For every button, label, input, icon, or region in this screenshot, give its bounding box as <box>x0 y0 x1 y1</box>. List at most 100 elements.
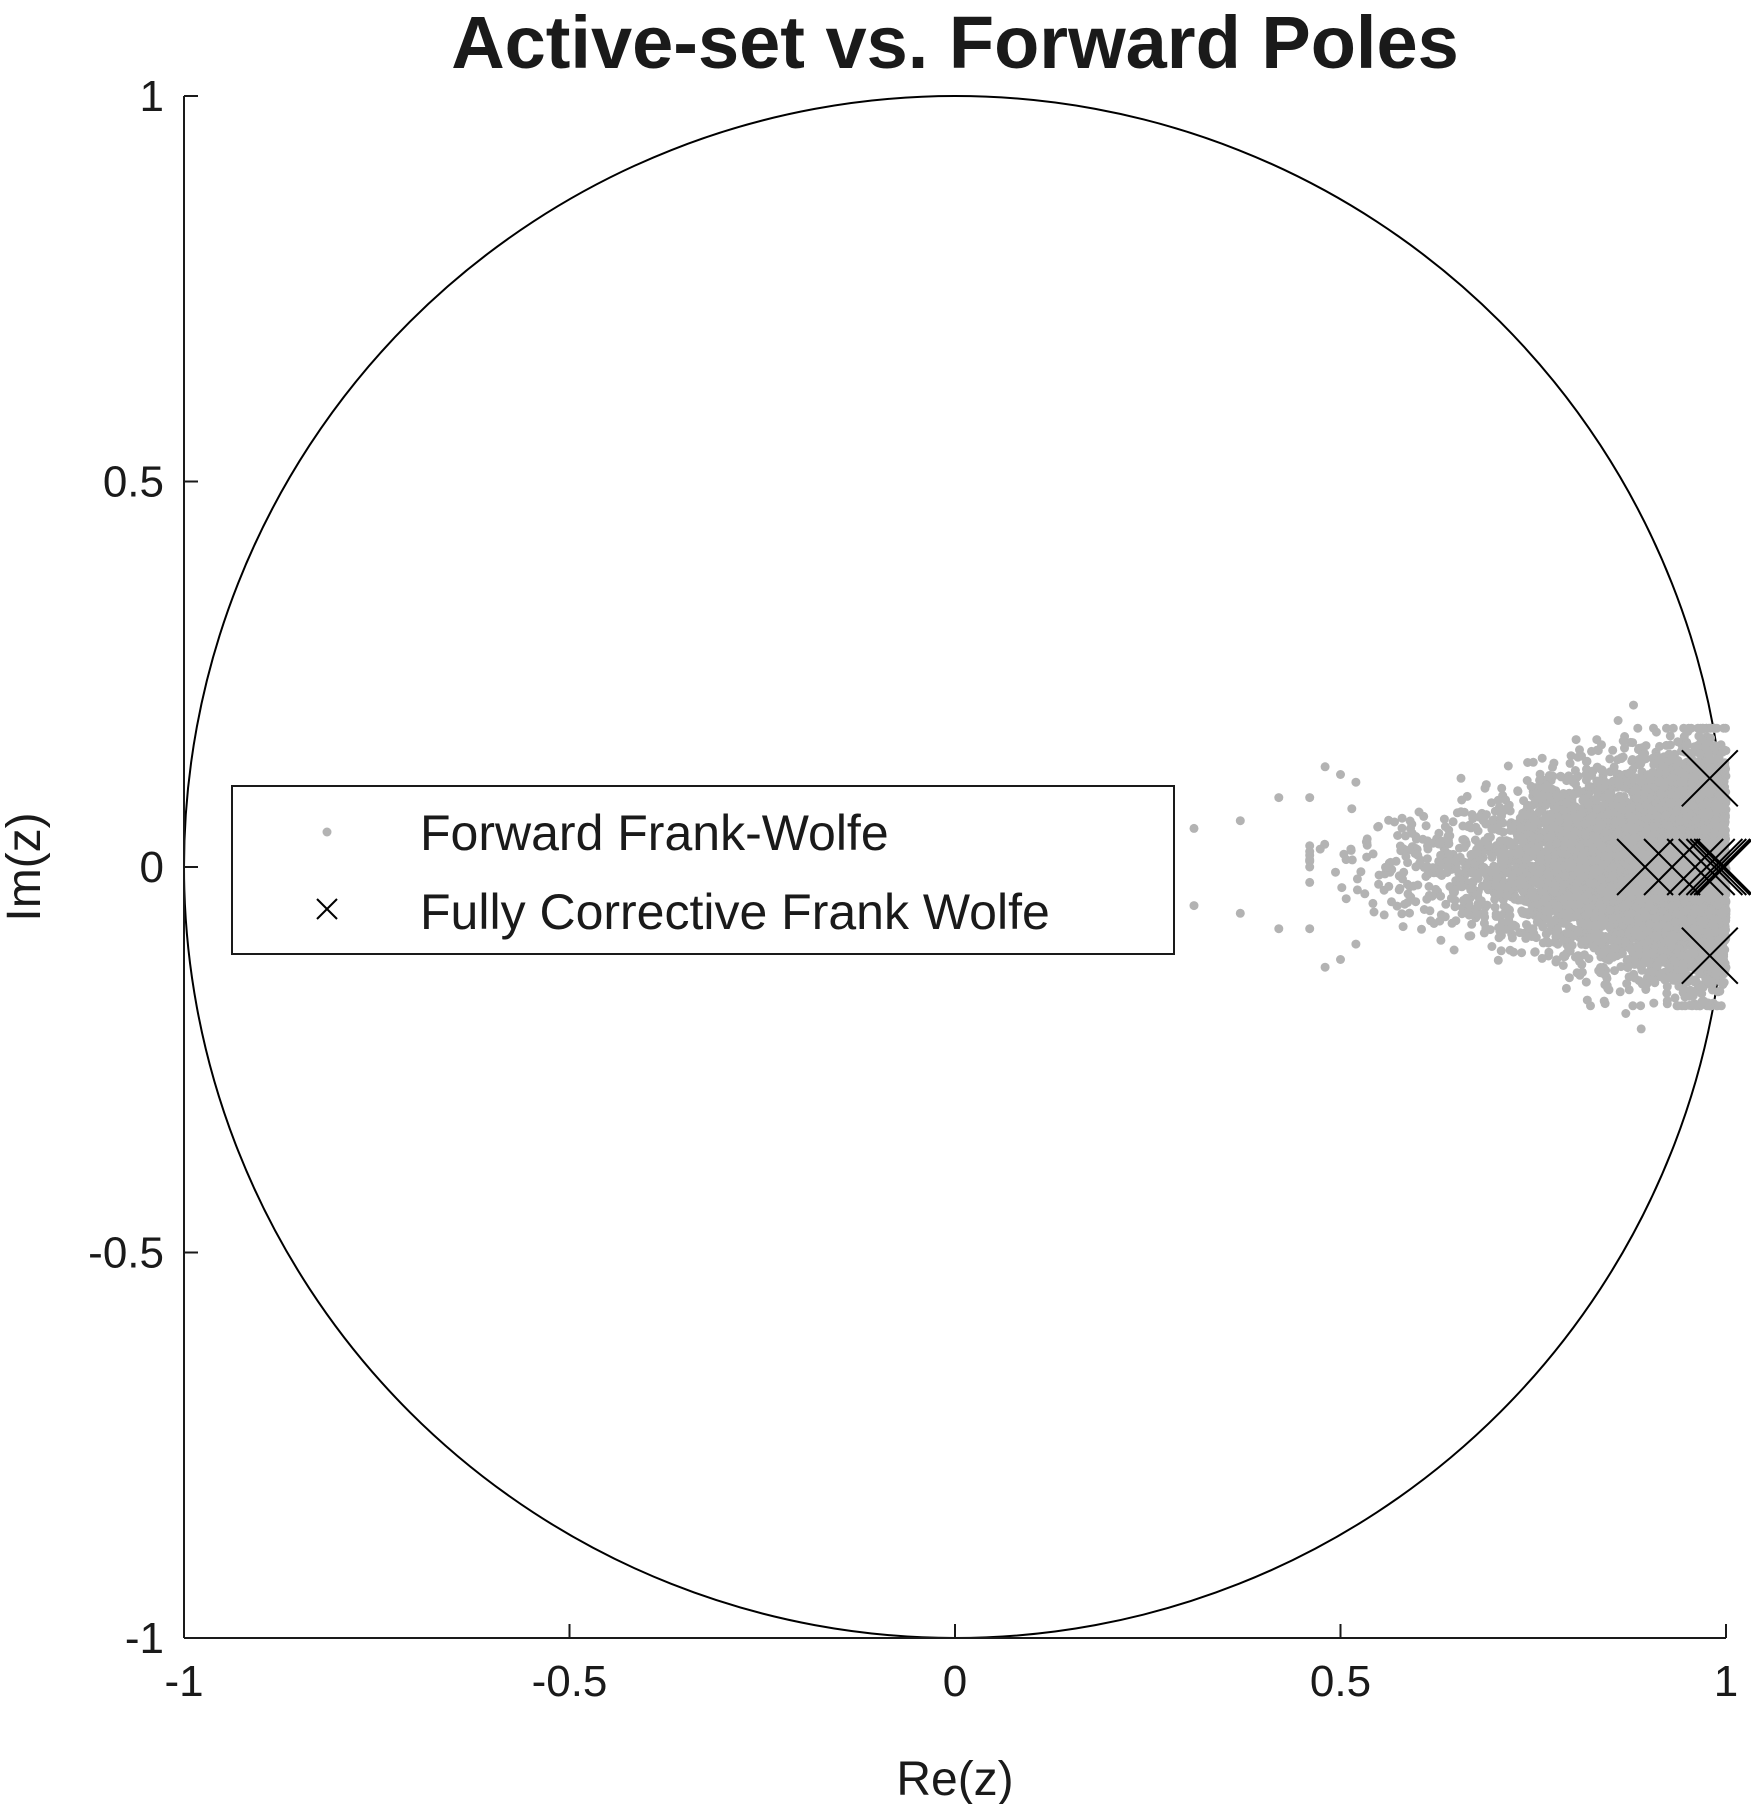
forward-pole-point <box>1374 879 1384 889</box>
forward-pole-point <box>1449 945 1459 955</box>
forward-pole-point <box>1636 1001 1646 1011</box>
forward-pole-point <box>1662 988 1672 998</box>
forward-pole-point <box>1561 983 1571 993</box>
forward-pole-point <box>1570 766 1580 775</box>
forward-pole-point <box>1581 757 1591 767</box>
forward-pole-point <box>1680 992 1690 1002</box>
forward-pole-point <box>1553 939 1563 949</box>
forward-pole-point <box>1537 753 1547 763</box>
forward-pole-point <box>1665 731 1675 741</box>
forward-pole-point <box>1650 978 1660 988</box>
forward-pole-point <box>1628 755 1637 764</box>
forward-pole-point <box>1360 889 1370 899</box>
forward-pole-point <box>1544 771 1554 780</box>
forward-pole-point <box>1662 982 1672 992</box>
forward-pole-point <box>1458 821 1468 831</box>
forward-pole-point <box>1441 899 1451 909</box>
forward-pole-point <box>1397 909 1407 919</box>
forward-pole-point <box>1519 796 1529 806</box>
forward-pole-point <box>1405 908 1414 918</box>
forward-pole-point <box>1530 947 1540 957</box>
forward-pole-point <box>1584 782 1594 792</box>
forward-pole-point <box>1633 723 1643 733</box>
forward-pole-point <box>1556 771 1566 781</box>
forward-pole-point <box>1468 814 1478 824</box>
forward-pole-point <box>1436 891 1446 901</box>
forward-pole-point <box>1565 758 1575 768</box>
forward-pole-point <box>1575 745 1584 755</box>
forward-pole-point <box>1315 844 1325 854</box>
forward-pole-point <box>1566 751 1576 761</box>
forward-pole-point <box>1544 947 1554 957</box>
forward-frank-wolfe-points <box>1189 700 1731 1034</box>
forward-pole-point <box>1616 962 1626 972</box>
forward-pole-point <box>1390 817 1399 827</box>
forward-pole-point <box>1341 894 1351 904</box>
forward-pole-point <box>1673 737 1683 747</box>
forward-pole-point <box>1451 916 1461 926</box>
forward-pole-point <box>1690 742 1699 752</box>
forward-pole-point <box>1352 874 1362 884</box>
forward-pole-point <box>1393 831 1403 840</box>
forward-pole-point <box>1523 828 1533 838</box>
forward-pole-point <box>1628 738 1638 748</box>
forward-pole-point <box>1496 946 1506 956</box>
forward-pole-point <box>1546 919 1555 929</box>
forward-pole-point <box>1356 867 1366 877</box>
forward-pole-point <box>1616 793 1626 803</box>
forward-pole-point <box>1558 961 1568 970</box>
forward-pole-point <box>1347 855 1357 865</box>
forward-pole-point <box>1622 979 1632 989</box>
forward-pole-point <box>1571 952 1580 962</box>
forward-pole-point <box>1369 907 1379 917</box>
forward-pole-point <box>1387 897 1396 907</box>
forward-pole-point <box>1537 953 1547 963</box>
forward-pole-point <box>1379 910 1389 920</box>
forward-pole-point <box>1610 966 1619 976</box>
forward-pole-point <box>1337 883 1347 893</box>
forward-pole-point <box>1577 967 1587 977</box>
forward-pole-point <box>1615 987 1625 997</box>
plot-area <box>183 95 1751 1639</box>
forward-pole-point <box>1487 798 1496 808</box>
forward-pole-point <box>1620 743 1629 753</box>
forward-pole-point <box>1493 955 1503 965</box>
forward-pole-point <box>1423 844 1433 854</box>
forward-pole-point <box>1715 986 1725 996</box>
forward-pole-point <box>1331 867 1340 877</box>
forward-pole-point <box>1558 918 1568 928</box>
forward-pole-point <box>1548 762 1557 772</box>
forward-pole-point <box>1488 816 1497 826</box>
forward-pole-point <box>1431 884 1441 894</box>
chart-title: Active-set vs. Forward Poles <box>451 1 1459 84</box>
forward-pole-point <box>1670 993 1680 1003</box>
forward-pole-point <box>1487 942 1497 951</box>
forward-pole-point <box>1436 935 1446 945</box>
forward-pole-point <box>1712 723 1722 733</box>
forward-pole-point <box>1662 723 1671 733</box>
forward-pole-point <box>1448 817 1458 827</box>
forward-pole-point <box>1403 889 1413 899</box>
forward-pole-point <box>1681 740 1691 750</box>
forward-pole-point <box>1528 757 1538 767</box>
forward-pole-point <box>1668 723 1678 733</box>
forward-pole-point <box>1457 795 1467 805</box>
forward-pole-point <box>1450 902 1460 912</box>
forward-pole-point <box>1649 998 1659 1008</box>
forward-pole-point <box>1347 804 1357 814</box>
forward-pole-point <box>1435 867 1445 877</box>
forward-pole-point <box>1587 770 1597 780</box>
forward-pole-point <box>1509 947 1518 957</box>
forward-pole-point <box>1564 973 1574 983</box>
forward-pole-point <box>1541 929 1551 939</box>
forward-pole-point <box>1424 882 1434 891</box>
forward-pole-point <box>1352 885 1362 895</box>
forward-pole-point <box>1571 735 1581 745</box>
forward-pole-point <box>1421 821 1431 831</box>
forward-pole-point <box>1498 818 1508 828</box>
forward-pole-point <box>1494 923 1504 932</box>
forward-pole-point <box>1605 754 1615 764</box>
forward-pole-point <box>1459 843 1469 852</box>
forward-pole-point <box>1501 795 1511 805</box>
